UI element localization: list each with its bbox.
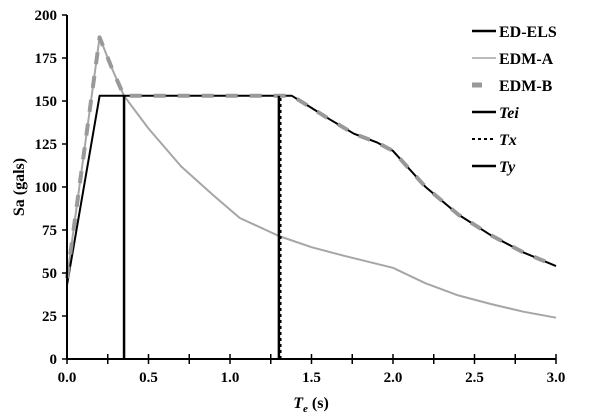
x-axis-title-main: T xyxy=(293,395,304,412)
y-tick-label: 150 xyxy=(35,94,58,110)
y-tick-label: 125 xyxy=(35,137,58,153)
period-vertical-lines xyxy=(122,95,282,359)
series-ed-els xyxy=(66,94,557,286)
legend-item-edm-a: EDM-A xyxy=(472,51,554,68)
y-axis-title: Sa (gals) xyxy=(11,158,28,216)
x-axis-title: Te (s) xyxy=(293,395,329,415)
legend-label: EDM-B xyxy=(499,78,553,95)
x-tick-label: 3.0 xyxy=(547,370,566,386)
x-tick-label: 0.5 xyxy=(139,370,158,386)
legend-item-tei: Tei xyxy=(472,105,519,122)
legend-label: Ty xyxy=(499,159,516,176)
plot-series xyxy=(65,35,557,319)
legend-item-tx: Tx xyxy=(472,132,517,149)
x-tick-label: 1.5 xyxy=(302,370,321,386)
x-ticks: 0.0 0.5 1.0 1.5 2.0 2.5 3.0 xyxy=(58,354,566,386)
legend: ED-ELS EDM-A EDM-B Tei Tx Ty xyxy=(472,24,557,176)
legend-item-edm-b: EDM-B xyxy=(472,78,553,95)
series-edm-a xyxy=(66,36,557,319)
series-edm-b xyxy=(65,35,557,279)
x-axis-title-subscript: e xyxy=(303,403,308,415)
y-tick-label: 25 xyxy=(42,309,57,325)
y-tick-label: 175 xyxy=(35,51,58,67)
legend-label: Tei xyxy=(499,105,519,122)
x-tick-label: 2.5 xyxy=(465,370,484,386)
legend-label: ED-ELS xyxy=(499,24,557,41)
legend-label: Tx xyxy=(499,132,517,149)
y-ticks: 0 25 50 75 100 125 150 175 200 xyxy=(35,8,67,368)
x-tick-label: 1.0 xyxy=(221,370,240,386)
y-tick-label: 75 xyxy=(42,223,57,239)
y-tick-label: 50 xyxy=(42,266,57,282)
axes: 0 25 50 75 100 125 150 175 200 0.0 0.5 1.0 1.5 2.0 2.… xyxy=(35,8,566,386)
x-tick-label: 2.0 xyxy=(384,370,403,386)
x-tick-label: 0.0 xyxy=(58,370,77,386)
legend-label: EDM-A xyxy=(499,51,554,68)
legend-item-ed-els: ED-ELS xyxy=(472,24,557,41)
x-axis-title-unit: (s) xyxy=(308,395,329,412)
y-tick-label: 100 xyxy=(35,180,58,196)
y-tick-label: 200 xyxy=(35,8,58,24)
legend-item-ty: Ty xyxy=(472,159,516,176)
y-tick-label: 0 xyxy=(50,352,58,368)
